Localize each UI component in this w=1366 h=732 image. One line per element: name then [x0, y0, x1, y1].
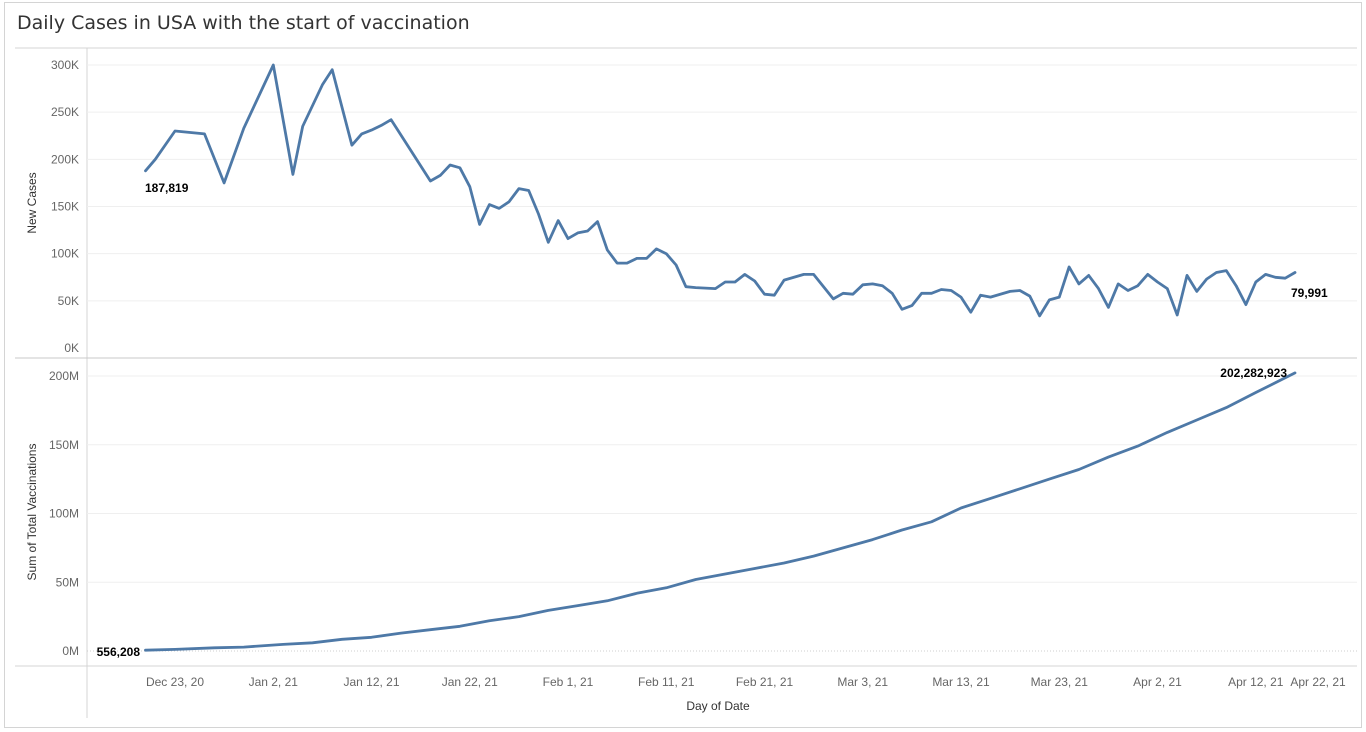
y-tick-label: 300K	[51, 58, 79, 72]
y-tick-label: 200K	[51, 152, 79, 166]
y-axis-title: Sum of Total Vaccinations	[25, 444, 39, 581]
y-tick-label: 200M	[49, 369, 79, 383]
x-tick-label: Mar 23, 21	[1031, 675, 1089, 689]
x-axis-title: Day of Date	[686, 699, 750, 713]
y-tick-label: 0K	[64, 341, 79, 355]
series-line	[144, 371, 1297, 652]
x-tick-label: Jan 2, 21	[249, 675, 299, 689]
dashboard-frame	[4, 2, 1362, 728]
x-tick-label: Feb 21, 21	[736, 675, 794, 689]
y-tick-label: 150K	[51, 200, 79, 214]
x-tick-label: Mar 3, 21	[837, 675, 888, 689]
y-tick-label: 150M	[49, 438, 79, 452]
y-tick-label: 0M	[62, 644, 79, 658]
annotation-label: 79,991	[1291, 286, 1328, 300]
annotation-label: 187,819	[145, 181, 189, 195]
annotation-label: 556,208	[97, 645, 141, 659]
x-tick-label: Mar 13, 21	[932, 675, 990, 689]
annotation-label: 202,282,923	[1220, 366, 1287, 380]
x-tick-label: Jan 22, 21	[442, 675, 498, 689]
x-tick-label: Apr 2, 21	[1133, 675, 1182, 689]
x-tick-label: Jan 12, 21	[343, 675, 399, 689]
x-tick-label: Apr 12, 21	[1228, 675, 1284, 689]
y-tick-label: 100K	[51, 247, 79, 261]
y-tick-label: 100M	[49, 507, 79, 521]
x-tick-label: Apr 22, 21	[1290, 675, 1346, 689]
y-tick-label: 50K	[58, 294, 79, 308]
series-line	[144, 63, 1297, 318]
y-tick-label: 250K	[51, 105, 79, 119]
y-tick-label: 50M	[56, 575, 79, 589]
chart-title: Daily Cases in USA with the start of vac…	[17, 12, 470, 34]
x-tick-label: Feb 1, 21	[543, 675, 594, 689]
x-tick-label: Dec 23, 20	[146, 675, 204, 689]
y-axis-title: New Cases	[25, 172, 39, 233]
x-tick-label: Feb 11, 21	[638, 675, 695, 689]
